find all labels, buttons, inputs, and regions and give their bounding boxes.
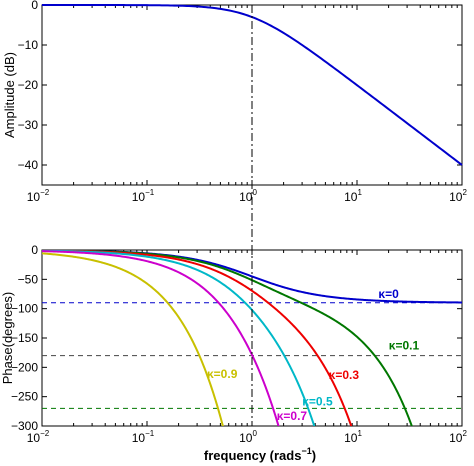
amplitude-ytick-label: −30 xyxy=(18,118,39,132)
amplitude-ylabel: Amplitude (dB) xyxy=(2,52,17,138)
amplitude-ytick-label: 0 xyxy=(31,0,38,12)
phase-ytick-label: 0 xyxy=(31,243,38,257)
phase-ytick-label: −300 xyxy=(11,419,38,433)
amplitude-panel: 10−2 10−1 100 101 102 0 −10 −20 −30 −40 Amplitude … xyxy=(2,0,467,204)
amplitude-xtick-label: 102 xyxy=(449,188,467,204)
phase-ylabel: Phase(degrees) xyxy=(0,292,15,385)
phase-xtick-label: 100 xyxy=(239,429,257,445)
phase-curve xyxy=(42,252,224,426)
amplitude-xtick-label: 101 xyxy=(344,188,362,204)
phase-curve-label: κ=0.9 xyxy=(207,367,238,381)
phase-curve-label: κ=0.1 xyxy=(389,339,420,353)
phase-ytick-label: −150 xyxy=(11,331,38,345)
amplitude-xtick-label: 10−1 xyxy=(132,188,155,204)
phase-ytick-label: −200 xyxy=(11,360,38,374)
phase-ytick-label: −50 xyxy=(18,272,39,286)
phase-xtick-label: 102 xyxy=(449,429,467,445)
phase-ytick-label: −100 xyxy=(11,302,38,316)
amplitude-ytick-label: −10 xyxy=(18,38,39,52)
phase-panel: 10−2 10−1 100 101 1020−50−100−150−200−250−30… xyxy=(0,243,467,463)
amplitude-xtick-label: 100 xyxy=(239,188,257,204)
phase-curve-label: κ=0 xyxy=(378,287,399,301)
phase-curve-label: κ=0.7 xyxy=(277,409,308,423)
phase-ytick-label: −250 xyxy=(11,390,38,404)
amplitude-ytick-label: −20 xyxy=(18,78,39,92)
phase-curve xyxy=(42,250,280,426)
phase-xtick-label: 10−1 xyxy=(132,429,155,445)
amplitude-xtick-label: 10−2 xyxy=(27,188,50,204)
phase-xlabel: frequency (rads−1) xyxy=(204,446,316,463)
phase-xtick-label: 101 xyxy=(344,429,362,445)
phase-curve-label: κ=0.5 xyxy=(302,394,333,408)
phase-curve-label: κ=0.3 xyxy=(329,368,360,382)
amplitude-ytick-label: −40 xyxy=(18,158,39,172)
